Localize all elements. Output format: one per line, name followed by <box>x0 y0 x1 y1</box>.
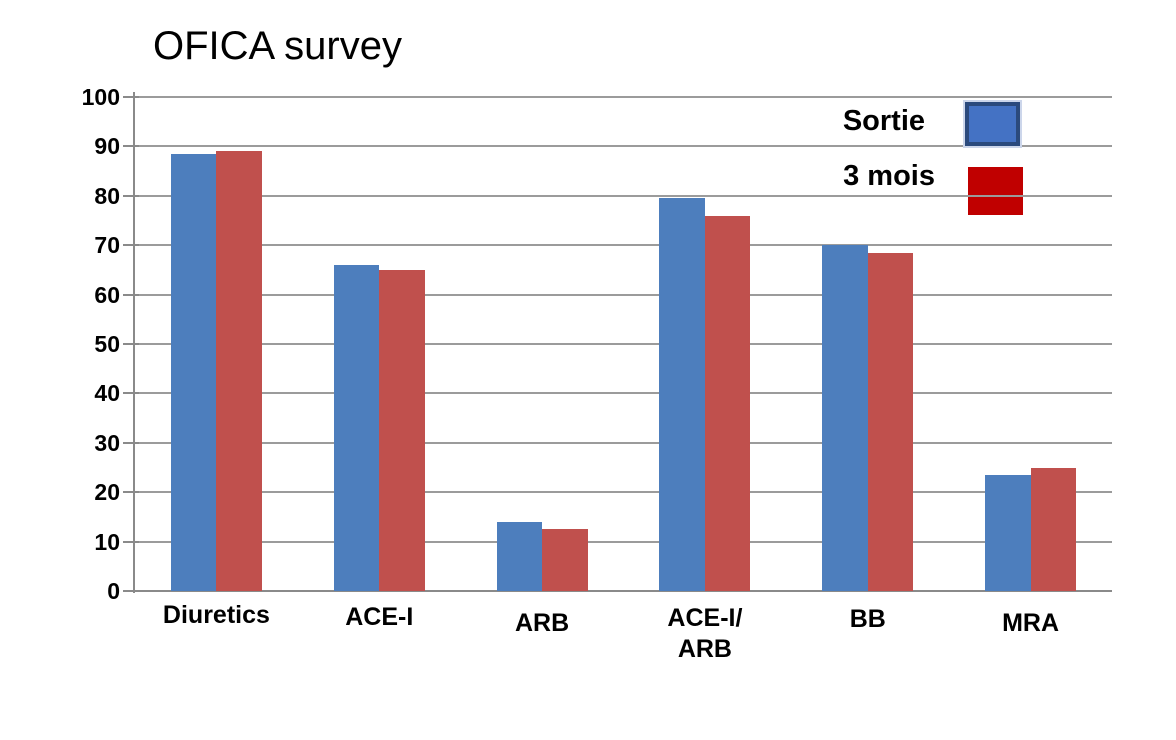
gridline-60 <box>135 293 1112 296</box>
bar-3-mois-5 <box>1030 467 1077 591</box>
gridline-90 <box>135 145 1112 148</box>
y-tick-label-10: 10 <box>94 528 120 555</box>
y-tick-mark-80 <box>123 194 139 197</box>
legend-swatch-sortie <box>963 100 1022 148</box>
y-tick-label-20: 20 <box>94 479 120 506</box>
legend-label-3mois: 3 mois <box>843 160 935 192</box>
x-axis-line <box>133 590 1112 592</box>
y-tick-mark-60 <box>123 293 139 296</box>
y-tick-mark-30 <box>123 441 139 444</box>
y-tick-mark-100 <box>123 96 139 98</box>
legend-label-sortie: Sortie <box>842 105 925 137</box>
y-axis-line <box>133 92 135 593</box>
bar-sortie-0 <box>170 153 217 591</box>
bar-sortie-2 <box>496 521 543 591</box>
bar-3-mois-4 <box>867 252 914 591</box>
bar-sortie-3 <box>659 198 705 591</box>
x-axis: Diuretics ACE-I ARB ACE-I/ ARB BB MRA <box>135 591 1112 701</box>
y-tick-label-50: 50 <box>94 331 120 357</box>
bar-sortie-1 <box>333 264 380 591</box>
gridline-100 <box>135 96 1112 98</box>
y-tick-label-80: 80 <box>94 182 120 209</box>
gridline-30 <box>135 441 1112 444</box>
bar-3-mois-1 <box>379 269 425 591</box>
y-tick-mark-40 <box>123 392 139 395</box>
y-tick-mark-20 <box>123 491 139 494</box>
y-tick-mark-70 <box>123 244 139 247</box>
y-tick-mark-90 <box>123 145 139 148</box>
bar-3-mois-2 <box>542 529 588 591</box>
y-tick-mark-10 <box>123 540 139 543</box>
legend-swatch-3mois <box>968 167 1023 215</box>
y-tick-mark-0 <box>123 590 139 592</box>
y-axis: 0 10 20 30 40 50 60 70 80 90 100 <box>0 84 120 604</box>
y-tick-label-40: 40 <box>94 380 120 407</box>
y-tick-mark-50 <box>123 343 139 345</box>
gridline-10 <box>135 540 1112 543</box>
chart-title: OFICA survey <box>153 24 402 68</box>
y-tick-label-60: 60 <box>94 281 120 308</box>
plot-area: Sortie 3 mois <box>123 92 1112 593</box>
x-tick-label-5: MRA <box>1002 609 1060 637</box>
gridline-70 <box>135 244 1112 247</box>
gridline-50 <box>135 343 1112 345</box>
y-tick-label-30: 30 <box>94 429 120 456</box>
gridline-20 <box>135 491 1112 494</box>
bar-3-mois-0 <box>216 151 262 591</box>
x-tick-label-3: ACE-I/ ARB <box>667 604 743 663</box>
gridline-40 <box>135 392 1112 395</box>
y-tick-label-100: 100 <box>81 84 120 110</box>
bar-3-mois-3 <box>704 215 751 591</box>
y-tick-label-90: 90 <box>94 133 120 160</box>
gridline-80 <box>135 194 1112 197</box>
x-tick-label-1: ACE-I <box>345 603 414 631</box>
y-tick-label-70: 70 <box>94 232 120 259</box>
bar-sortie-4 <box>822 245 868 591</box>
x-tick-label-4: BB <box>849 605 886 633</box>
bar-sortie-5 <box>985 474 1031 591</box>
x-tick-label-2: ARB <box>514 609 570 637</box>
y-tick-label-0: 0 <box>107 578 120 604</box>
x-tick-label-0: Diuretics <box>162 601 270 629</box>
